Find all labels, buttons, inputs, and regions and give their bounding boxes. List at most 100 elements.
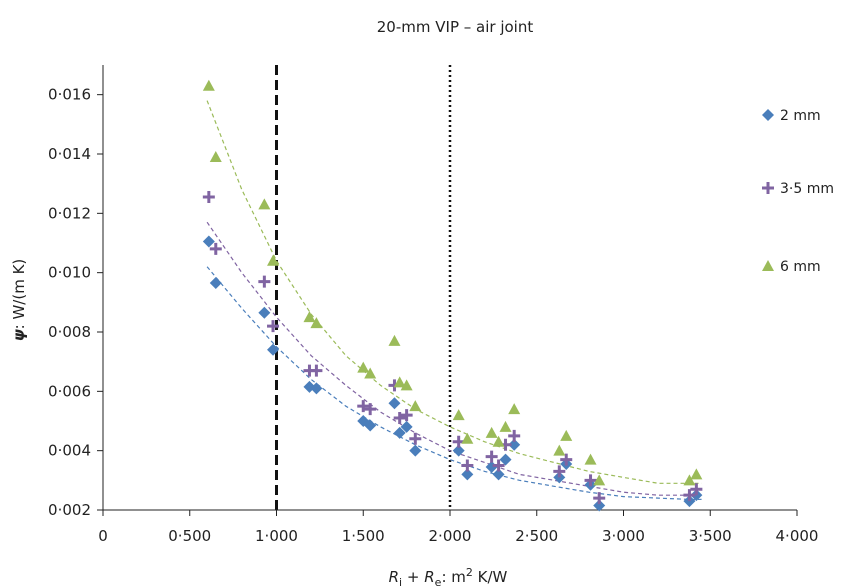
y-tick-label: 0·002 [48,501,91,519]
y-tick-label: 0·004 [48,442,91,460]
x-label-i: i [399,576,402,588]
data-point [364,419,377,432]
y-tick-label: 0·014 [48,145,91,163]
data-point [499,453,512,466]
x-label-re: R [424,568,434,586]
x-label-e: e [435,576,442,588]
trendlines [206,100,702,501]
data-point [508,429,521,442]
data-point [364,403,377,416]
data-point [409,444,422,457]
y-tick-label: 0·012 [48,204,91,222]
data-point [492,435,505,447]
data-point [267,343,280,356]
x-label-tail: K/W [473,568,508,586]
data-point [267,254,280,266]
x-tick-label: 4·000 [776,527,819,545]
data-point [452,409,465,421]
y-tick-label: 0·016 [48,86,91,104]
x-tick-label: 2·500 [515,527,558,545]
data-point [560,453,573,466]
reference-lines [275,65,452,510]
data-point [553,465,566,478]
data-point [553,444,566,456]
x-tick-label: 2·000 [429,527,472,545]
data-point [461,432,474,444]
x-tick-label: 1·000 [255,527,298,545]
legend-label: 3·5 mm [780,181,834,197]
data-point [409,400,422,412]
data-point [388,334,401,346]
x-tick-label: 3·500 [689,527,732,545]
data-point [258,198,271,210]
x-label-sq: 2 [466,566,473,579]
data-point [400,379,413,391]
data-point [310,364,323,377]
y-tick-label: 0·010 [48,264,91,282]
data-point [593,499,606,512]
data-point [258,306,271,319]
data-point [400,420,413,433]
legend-label: 2 mm [780,108,821,124]
data-point [202,235,215,248]
data-point [202,79,215,91]
trendline [206,266,702,501]
data-point [209,277,222,290]
x-label-unit: : m [441,568,465,586]
legend: 2 mm 3·5 mm 6 mm [762,108,834,275]
data-point [310,317,323,329]
data-point [258,275,271,288]
data-point [393,426,406,439]
x-tick-label: 0 [98,527,108,545]
data-point [508,403,521,415]
y-ticks: 0·002 0·004 0·006 0·008 0·010 0·012 0·014 0·016 [48,86,103,519]
data-point [388,397,401,410]
data-point [492,459,505,472]
data-point [690,483,703,496]
data-point [461,468,474,481]
data-point [690,468,703,480]
x-ticks: 0 0·500 1·000 1·500 2·000 2·500 3·000 3·500 4·00… [98,510,818,545]
data-point [310,382,323,395]
data-point [364,367,377,379]
data-point [560,429,573,441]
data-point [593,474,606,486]
data-point [584,453,597,465]
data-point [400,409,413,422]
x-label-plus: + [402,568,424,586]
data-point [409,432,422,445]
data-point [303,311,316,323]
x-tick-label: 3·000 [602,527,645,545]
legend-marker [762,260,774,271]
trendline [206,100,702,484]
x-label-r: R [389,568,399,586]
data-point [393,376,406,388]
data-point [357,361,370,373]
legend-label: 6 mm [780,259,821,275]
data-points [202,79,703,512]
data-point [452,444,465,457]
y-tick-label: 0·008 [48,323,91,341]
y-tick-label: 0·006 [48,382,91,400]
trendline [206,221,702,496]
x-axis-label: Ri + Re: m2 K/W [389,566,508,588]
data-point [584,474,597,487]
x-tick-label: 0·500 [168,527,211,545]
data-point [393,412,406,425]
data-point [202,191,215,204]
chart-title: 20-mm VIP – air joint [377,18,534,36]
legend-marker [762,109,774,121]
data-point [461,459,474,472]
data-point [508,438,521,451]
data-point [267,320,280,333]
data-point [683,474,696,486]
data-point [593,492,606,505]
data-point [209,242,222,255]
y-axis-label: ψ: W/(m K) [10,259,28,342]
data-point [209,150,222,162]
data-point [492,468,505,481]
data-point [485,450,498,463]
data-point [683,489,696,502]
data-point [485,460,498,473]
